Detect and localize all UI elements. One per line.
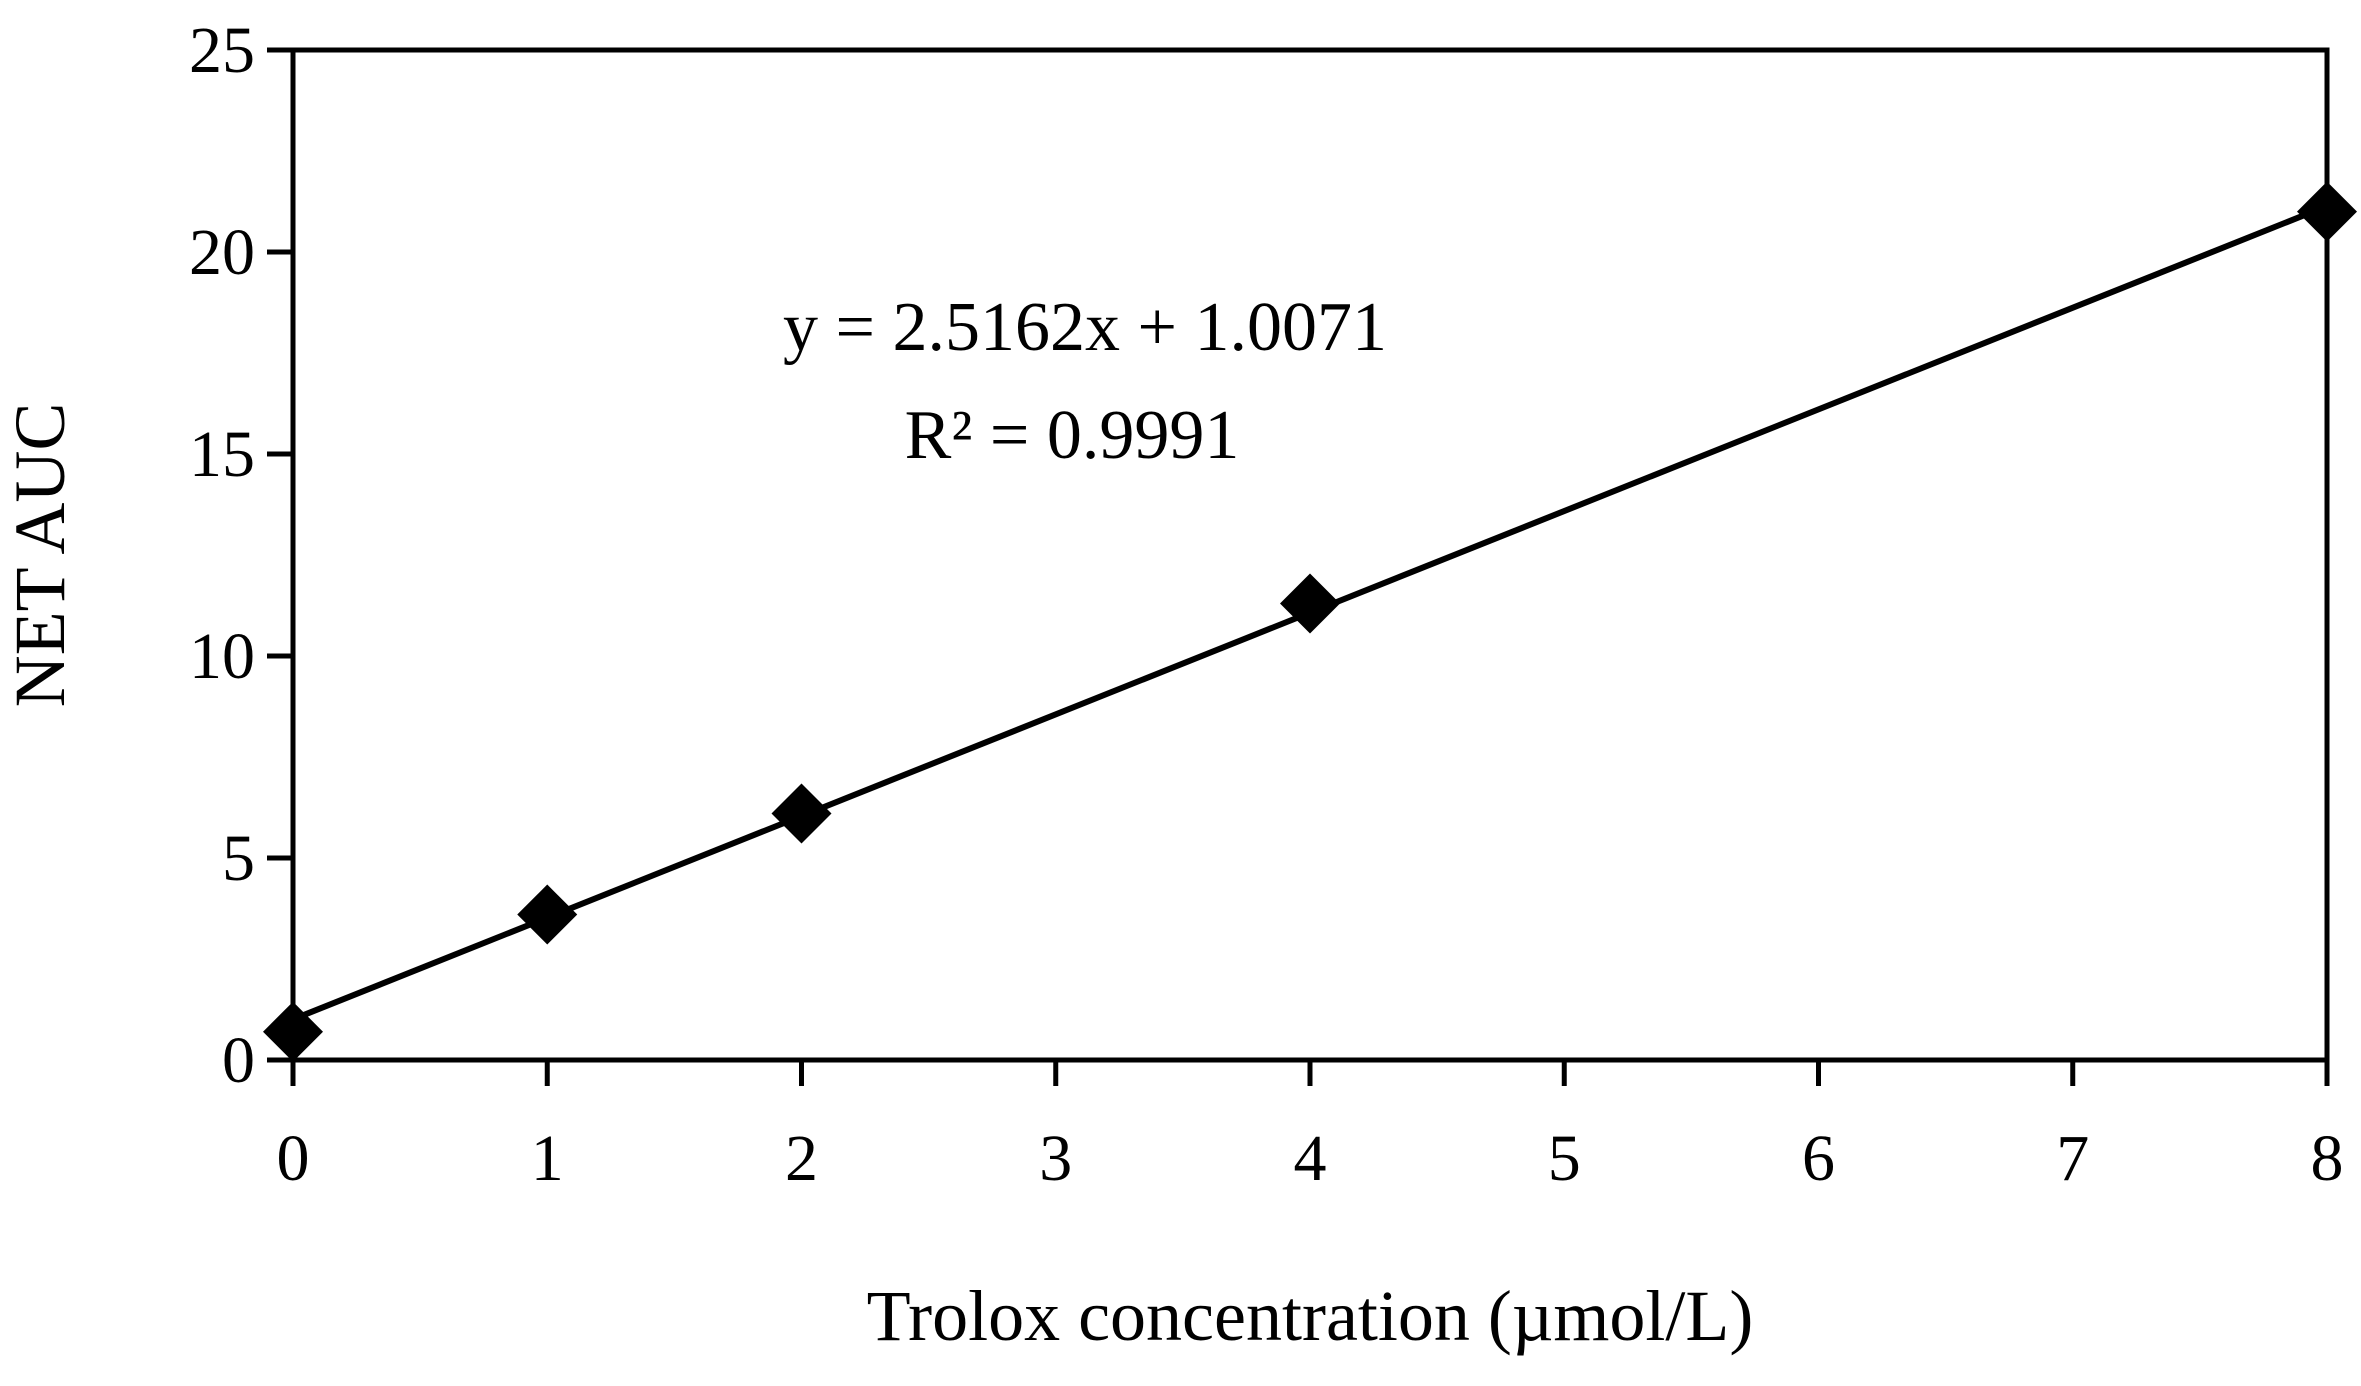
data-point — [2297, 181, 2357, 242]
y-tick-label: 25 — [189, 14, 255, 87]
x-axis-title: Trolox concentration (µmol/L) — [867, 1276, 1754, 1356]
r-squared-label: R² = 0.9991 — [905, 397, 1240, 474]
trendline-equation: y = 2.5162x + 1.0071 — [783, 289, 1387, 366]
y-tick-label: 0 — [222, 1024, 255, 1097]
x-tick-label: 2 — [785, 1122, 818, 1195]
x-tick-label: 0 — [277, 1122, 310, 1195]
y-tick-label: 20 — [189, 216, 255, 289]
y-tick-label: 5 — [222, 822, 255, 895]
data-points — [263, 181, 2357, 1062]
x-tick-label: 5 — [1548, 1122, 1581, 1195]
data-point — [771, 783, 832, 844]
x-tick-label: 8 — [2311, 1122, 2344, 1195]
x-tick-label: 4 — [1294, 1122, 1327, 1195]
data-point — [517, 884, 578, 945]
data-point — [263, 1001, 323, 1062]
data-point — [1280, 573, 1340, 634]
y-axis-ticks: 0 5 10 15 20 25 — [189, 14, 293, 1097]
x-axis-ticks: 0 1 2 3 4 5 6 7 8 — [277, 1060, 2344, 1195]
plot-area — [290, 47, 2330, 1063]
y-tick-label: 15 — [189, 418, 255, 491]
y-axis-title: NET AUC — [0, 403, 80, 708]
x-tick-label: 6 — [1802, 1122, 1835, 1195]
y-tick-label: 10 — [189, 620, 255, 693]
x-tick-label: 7 — [2056, 1122, 2089, 1195]
x-tick-label: 1 — [531, 1122, 564, 1195]
x-tick-label: 3 — [1039, 1122, 1072, 1195]
